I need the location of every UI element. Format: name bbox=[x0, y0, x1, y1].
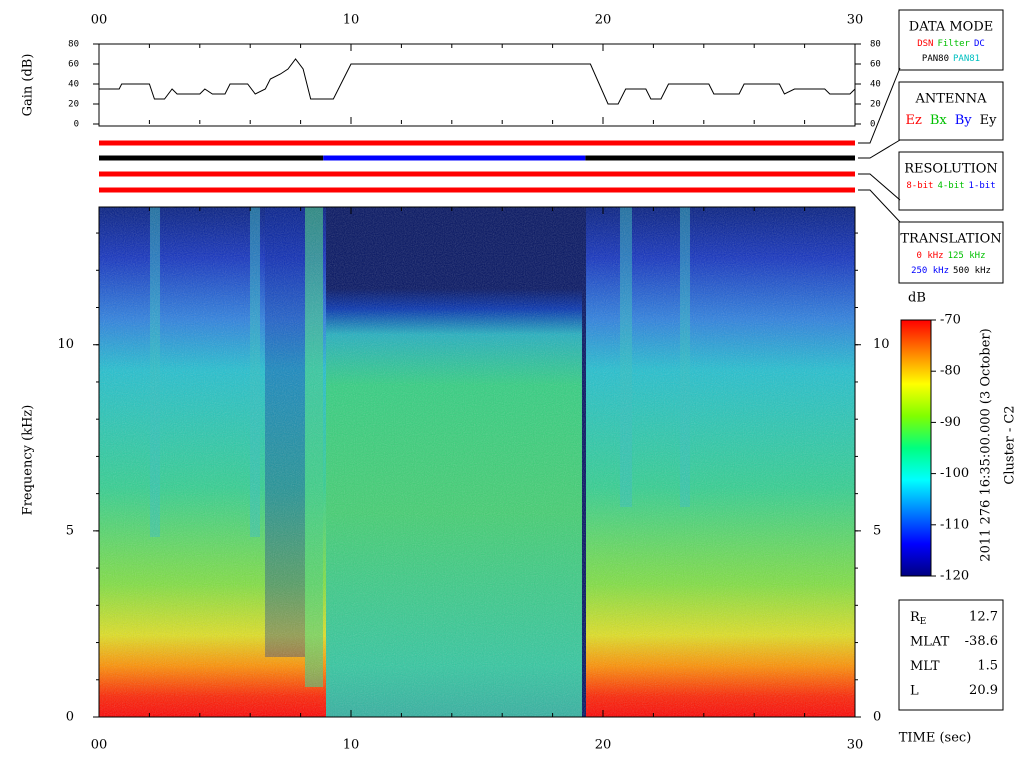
legend-row: DSN Filter DC bbox=[917, 39, 985, 49]
x-tick-label: 30 bbox=[847, 738, 864, 753]
x-tick-label: 20 bbox=[595, 13, 612, 28]
y-tick-label: 10 bbox=[57, 337, 74, 352]
legend-box bbox=[898, 9, 1004, 71]
info-label-text: MLT bbox=[910, 659, 940, 674]
legend-entry: 8-bit bbox=[906, 181, 933, 191]
legend-box bbox=[898, 81, 1004, 141]
info-label-text: R bbox=[910, 610, 921, 625]
gain-line bbox=[99, 58, 856, 105]
source-annotation: Cluster - C2 bbox=[1003, 405, 1018, 484]
y-tick-label: 40 bbox=[68, 80, 79, 90]
legend-row: 0 kHz 125 kHz bbox=[916, 251, 985, 261]
y-tick-label: 80 bbox=[68, 40, 79, 50]
info-label-text: L bbox=[910, 683, 919, 698]
colorbar-tick-label: -100 bbox=[940, 466, 969, 481]
colorbar-tick-label: -80 bbox=[940, 364, 961, 379]
info-value: 20.9 bbox=[969, 683, 998, 698]
info-label-text: MLAT bbox=[910, 634, 950, 649]
x-tick-label: 10 bbox=[343, 13, 360, 28]
legend-entry: 250 kHz bbox=[911, 266, 949, 276]
y-tick-label: 80 bbox=[870, 40, 881, 50]
mode-segment bbox=[99, 171, 855, 177]
x-tick-label: 30 bbox=[847, 13, 864, 28]
x-axis-title: TIME (sec) bbox=[899, 731, 972, 746]
legend-entry: Filter bbox=[937, 39, 970, 49]
spectrogram-frame bbox=[98, 206, 856, 718]
legend-entry: DSN bbox=[917, 39, 933, 49]
legend-entry: 4-bit bbox=[937, 181, 964, 191]
x-tick-label: 00 bbox=[91, 738, 108, 753]
legend-entry: 500 kHz bbox=[953, 266, 991, 276]
legend-row: 8-bit 4-bit 1-bit bbox=[906, 181, 995, 191]
y-axis-title: Gain (dB) bbox=[21, 54, 36, 117]
colorbar-tick-label: -110 bbox=[940, 517, 969, 532]
y-tick-label: 0 bbox=[873, 710, 881, 725]
y-tick-label: 20 bbox=[870, 100, 881, 110]
y-tick-label: 10 bbox=[873, 337, 890, 352]
info-label: MLAT bbox=[910, 634, 950, 649]
legend-title: ANTENNA bbox=[914, 92, 987, 107]
legend-entry: PAN80 bbox=[922, 54, 949, 64]
legend-box bbox=[898, 221, 1004, 284]
colorbar-tick-label: -90 bbox=[940, 415, 961, 430]
connectors bbox=[858, 67, 901, 223]
info-label: L bbox=[910, 683, 919, 698]
legend-title: DATA MODE bbox=[909, 20, 993, 35]
x-tick-label: 20 bbox=[595, 738, 612, 753]
info-label: MLT bbox=[910, 659, 940, 674]
legend-box bbox=[898, 151, 1004, 211]
legend-entry: 0 kHz bbox=[916, 251, 943, 261]
legend-entry: 125 kHz bbox=[948, 251, 986, 261]
mode-segment bbox=[323, 155, 586, 161]
colorbar-title: dB bbox=[908, 291, 926, 306]
y-tick-label: 40 bbox=[870, 80, 881, 90]
legend-entry: Ez bbox=[906, 113, 922, 128]
gain-frame bbox=[98, 43, 856, 127]
y-tick-label: 5 bbox=[66, 523, 74, 538]
y-tick-label: 5 bbox=[873, 523, 881, 538]
mode-segment bbox=[99, 155, 324, 161]
legend-entry: Ey bbox=[980, 113, 997, 128]
legend-row: Ez Bx By Ey bbox=[906, 113, 998, 128]
info-label-sub: E bbox=[920, 617, 927, 627]
y-tick-label: 20 bbox=[68, 100, 79, 110]
mode-segment bbox=[99, 187, 855, 193]
legend-entry: DC bbox=[974, 39, 985, 49]
spectrogram-image bbox=[99, 207, 855, 717]
info-value: 12.7 bbox=[969, 610, 998, 625]
y-tick-label: 0 bbox=[74, 120, 79, 130]
x-tick-label: 10 bbox=[343, 738, 360, 753]
colorbar bbox=[900, 319, 932, 577]
legend-entry: PAN81 bbox=[953, 54, 980, 64]
colorbar-tick-label: -70 bbox=[940, 313, 961, 328]
x-tick-label: 00 bbox=[91, 13, 108, 28]
mode-segment bbox=[99, 140, 855, 146]
legend-row: 250 kHz 500 kHz bbox=[911, 266, 991, 276]
legend-entry: Bx bbox=[930, 113, 948, 128]
y-axis-title: Frequency (kHz) bbox=[21, 405, 36, 516]
legend-row: PAN80 PAN81 bbox=[922, 54, 980, 64]
time-annotation: 2011 276 16:35:00.000 (3 October) bbox=[979, 328, 994, 561]
legend-title: RESOLUTION bbox=[904, 162, 998, 177]
y-tick-label: 60 bbox=[870, 60, 881, 70]
y-tick-label: 60 bbox=[68, 60, 79, 70]
colorbar-tick-label: -120 bbox=[940, 569, 969, 584]
legend-title: TRANSLATION bbox=[900, 232, 1001, 247]
info-label: RE bbox=[910, 610, 926, 627]
legend-entry: By bbox=[955, 113, 973, 128]
info-value: -38.6 bbox=[965, 634, 998, 649]
y-tick-label: 0 bbox=[66, 710, 74, 725]
legend-entry: 1-bit bbox=[969, 181, 996, 191]
y-tick-label: 0 bbox=[870, 120, 875, 130]
mode-segment bbox=[585, 155, 855, 161]
info-value: 1.5 bbox=[977, 659, 998, 674]
info-box bbox=[898, 599, 1004, 711]
